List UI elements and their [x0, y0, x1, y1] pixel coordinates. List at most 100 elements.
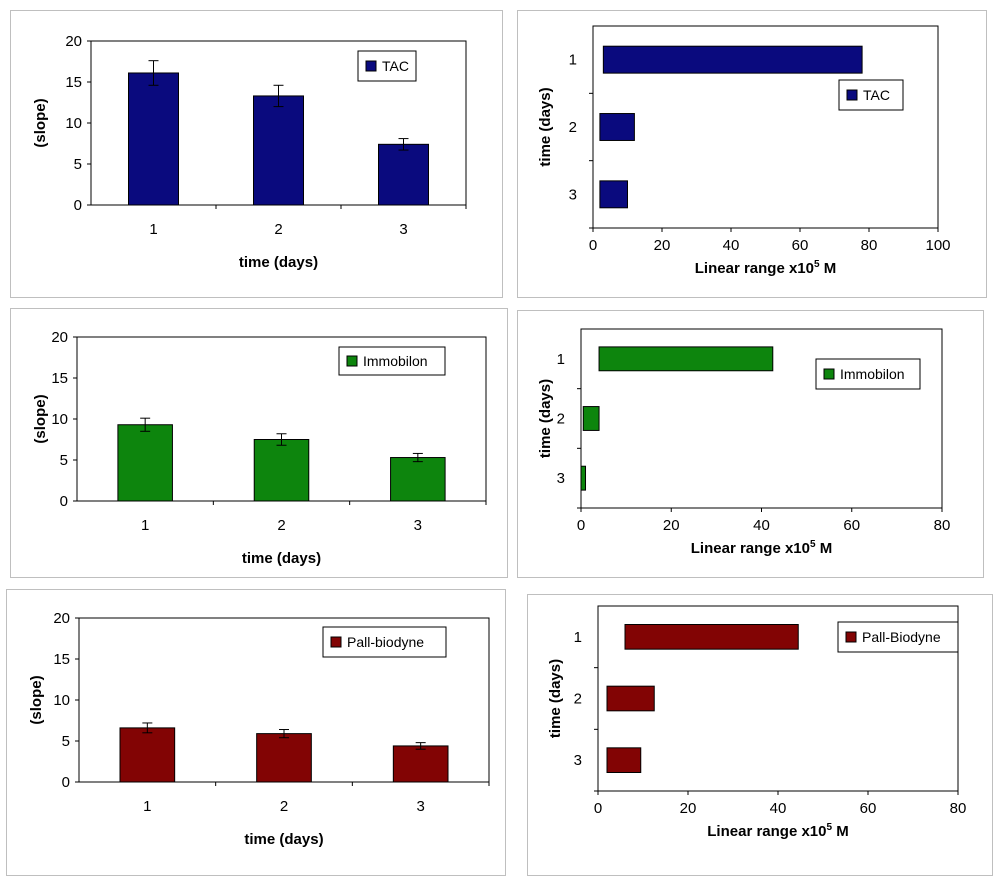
bar-day-3 — [599, 180, 629, 209]
bar-day-3 — [390, 457, 446, 502]
x-tick-label: 2 — [277, 517, 285, 534]
y-tick-label: 1 — [557, 351, 565, 368]
legend-label: Pall-biodyne — [347, 634, 424, 650]
x-tick-label: 1 — [149, 221, 157, 238]
legend-box — [837, 621, 959, 653]
y-tick-label: 10 — [53, 692, 70, 709]
y-axis-title: (slope) — [28, 675, 45, 724]
y-tick-label: 5 — [74, 156, 82, 173]
x-axis-title-unit: M — [816, 540, 833, 557]
legend-swatch — [845, 631, 857, 643]
legend-swatch — [365, 60, 377, 72]
x-tick-label: 60 — [792, 237, 809, 254]
immobilon-slope-bar-chart: 0 5 10 15 20 1 2 3 time (days) (slope) Immobilon — [32, 329, 487, 567]
bar-day-2 — [253, 439, 310, 502]
y-tick-label: 2 — [569, 119, 577, 136]
bar-day-3 — [378, 143, 429, 206]
y-tick-label: 10 — [51, 411, 68, 428]
bar-day-2 — [599, 113, 635, 141]
x-tick-label: 1 — [141, 517, 149, 534]
x-tick-label: 20 — [680, 800, 697, 817]
x-tick-label: 100 — [925, 237, 950, 254]
x-axis-title-unit: M — [820, 260, 837, 277]
y-tick-label: 20 — [51, 329, 68, 346]
y-tick-label: 0 — [74, 197, 82, 214]
y-tick-label: 3 — [557, 470, 565, 487]
y-tick-label: 3 — [569, 186, 577, 203]
x-axis-title-main: Linear range x10 — [691, 540, 810, 557]
x-axis-title-superscript: 5 — [827, 822, 833, 833]
legend-swatch — [330, 636, 342, 648]
y-tick-label: 20 — [53, 610, 70, 627]
legend-label: TAC — [382, 58, 409, 74]
immobilon-slope-chart-panel: 0 5 10 15 20 1 2 3 time (days) (slope) Immobilon — [10, 308, 508, 578]
x-tick-label: 40 — [770, 800, 787, 817]
x-tick-label: 0 — [594, 800, 602, 817]
y-tick-label: 15 — [51, 370, 68, 387]
x-tick-label: 80 — [950, 800, 967, 817]
x-axis-title-main: Linear range x10 — [695, 260, 814, 277]
y-axis-title: time (days) — [537, 379, 554, 458]
bar-day-1 — [624, 624, 799, 650]
tac-slope-bar-chart: 0 5 10 15 20 1 2 3 time (days) (slope) TAC — [32, 33, 467, 271]
tac-slope-chart-panel: 0 5 10 15 20 1 2 3 time (days) (slope) TAC — [10, 10, 503, 298]
x-tick-label: 60 — [860, 800, 877, 817]
y-tick-label: 1 — [574, 629, 582, 646]
y-tick-label: 0 — [60, 493, 68, 510]
x-axis-title-unit: M — [832, 823, 849, 840]
bar-day-2 — [582, 406, 600, 431]
x-axis-title-superscript: 5 — [810, 539, 816, 550]
legend-label: Pall-Biodyne — [862, 629, 941, 645]
y-tick-label: 1 — [569, 52, 577, 69]
y-tick-label: 2 — [574, 691, 582, 708]
y-tick-label: 5 — [60, 452, 68, 469]
x-axis-title: Linear range x105 M — [707, 822, 848, 840]
bar-day-2 — [256, 733, 312, 783]
bar-day-1 — [598, 346, 774, 372]
bar-day-3 — [392, 745, 449, 783]
bar-day-2 — [253, 95, 304, 206]
y-tick-label: 15 — [65, 74, 82, 91]
x-tick-label: 1 — [143, 798, 151, 815]
bar-day-1 — [117, 424, 173, 502]
x-tick-label: 0 — [589, 237, 597, 254]
y-tick-label: 5 — [62, 733, 70, 750]
legend-swatch — [823, 368, 835, 380]
x-axis-title: time (days) — [239, 254, 318, 271]
x-axis-title-main: Linear range x10 — [707, 823, 826, 840]
x-tick-label: 80 — [934, 517, 951, 534]
x-tick-label: 3 — [414, 517, 422, 534]
x-tick-label: 20 — [663, 517, 680, 534]
legend-label: TAC — [863, 87, 890, 103]
legend-label: Immobilon — [363, 353, 428, 369]
bar-day-2 — [606, 685, 655, 712]
y-tick-label: 3 — [574, 752, 582, 769]
x-tick-label: 0 — [577, 517, 585, 534]
legend-swatch — [346, 355, 358, 367]
x-tick-label: 3 — [399, 221, 407, 238]
y-axis-title: time (days) — [547, 659, 564, 738]
y-tick-label: 15 — [53, 651, 70, 668]
x-axis-title: time (days) — [242, 550, 321, 567]
y-tick-label: 10 — [65, 115, 82, 132]
x-tick-label: 40 — [723, 237, 740, 254]
bar-day-1 — [128, 72, 179, 206]
legend-box — [322, 626, 447, 658]
bar-day-3 — [580, 465, 587, 491]
y-tick-label: 0 — [62, 774, 70, 791]
x-axis-title: time (days) — [244, 831, 323, 848]
x-tick-label: 2 — [280, 798, 288, 815]
y-axis-title: time (days) — [537, 87, 554, 166]
x-tick-label: 3 — [416, 798, 424, 815]
bar-day-3 — [606, 747, 642, 773]
x-axis-title: Linear range x105 M — [691, 539, 832, 557]
x-axis-title: Linear range x105 M — [695, 259, 836, 277]
legend-label: Immobilon — [840, 366, 905, 382]
bar-day-1 — [119, 727, 176, 783]
y-axis-title: (slope) — [32, 98, 49, 147]
